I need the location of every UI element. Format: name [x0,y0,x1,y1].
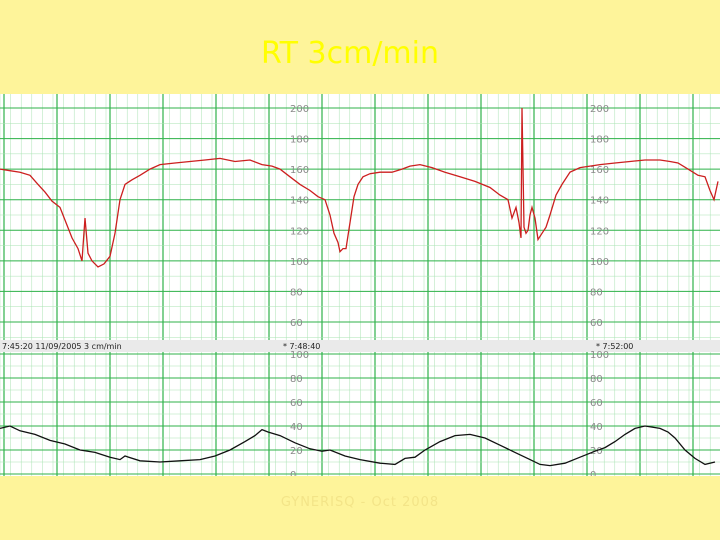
toco-grid [0,352,720,476]
fhr-grid [0,94,720,340]
timestamp-start: 7:45:20 11/09/2005 3 cm/min [2,342,122,351]
fhr-tick-label: 120 [590,226,609,237]
toco-tick-label: 60 [290,398,303,409]
fhr-tick-label: 100 [590,257,609,268]
paper-background [0,94,720,476]
fhr-tick-label: 160 [290,165,309,176]
toco-tick-label: 20 [290,446,303,457]
toco-tick-label: 60 [590,398,603,409]
fhr-tick-label: 160 [590,165,609,176]
fhr-tick-label: 120 [290,226,309,237]
fhr-tick-label: 180 [590,135,609,146]
fhr-tick-label: 200 [290,104,309,115]
toco-tick-label: 40 [590,422,603,433]
toco-series-line [0,425,716,467]
fhr-series-line [0,107,719,268]
toco-tick-label: 20 [590,446,603,457]
fhr-tick-label: 180 [290,135,309,146]
timestamp-mid: * 7:48:40 [283,342,320,351]
fhr-tick-label: 100 [290,257,309,268]
toco-tick-label: 100 [590,350,609,361]
fhr-tick-label: 80 [590,287,603,298]
toco-tick-label: 0 [590,470,596,476]
timestamp-band [0,340,720,352]
fhr-tick-label: 140 [590,196,609,207]
slide-footer: GYNERISQ - Oct 2008 [280,495,440,510]
fhr-tick-label: 200 [590,104,609,115]
toco-tick-label: 0 [290,470,296,476]
slide-title: RT 3cm/min [260,36,439,71]
toco-tick-label: 40 [290,422,303,433]
toco-tick-label: 80 [590,374,603,385]
axis-tick-labels: 60 60 80 80 100 100 120 120 140 140 160 160 180 180 20… [290,104,609,476]
fhr-tick-label: 80 [290,287,303,298]
ctg-trace-strip: 7:45:20 11/09/2005 3 cm/min * 7:48:40 * … [0,94,720,476]
toco-tick-label: 80 [290,374,303,385]
fhr-tick-label: 60 [290,318,303,329]
toco-tick-label: 100 [290,350,309,361]
fhr-tick-label: 60 [590,318,603,329]
timestamp-end: * 7:52:00 [596,342,633,351]
fhr-tick-label: 140 [290,196,309,207]
